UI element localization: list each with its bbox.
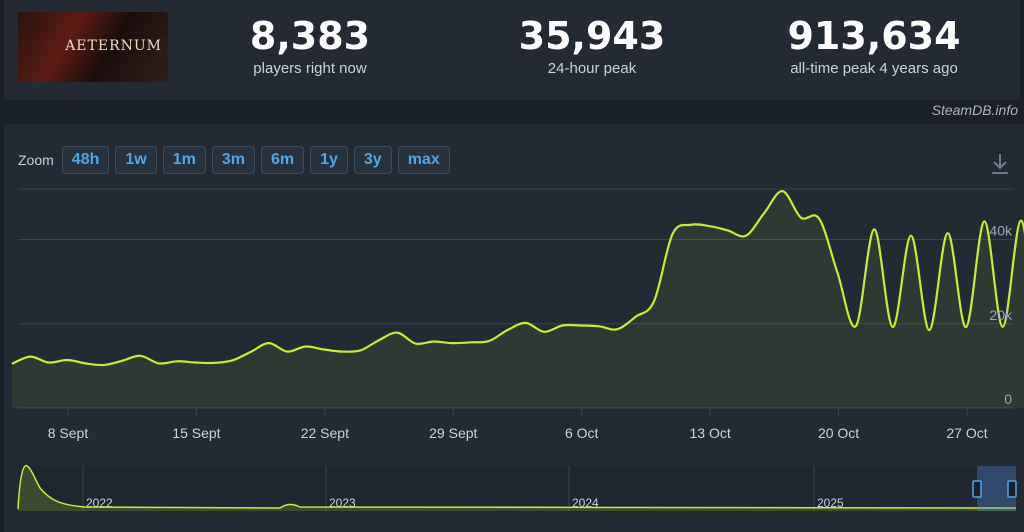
zoom-bar: Zoom 48h 1w 1m 3m 6m 1y 3y max (18, 144, 450, 176)
main-chart-area (12, 191, 1024, 408)
stats-panel: AETERNUM 8,383 players right now 35,943 … (4, 0, 1020, 100)
download-icon[interactable] (990, 152, 1010, 176)
stat-label: all-time peak 4 years ago (790, 60, 958, 77)
x-tick-label: 29 Sept (429, 425, 477, 441)
zoom-6m-button[interactable]: 6m (260, 146, 305, 174)
stat-value: 8,383 (249, 14, 371, 58)
x-axis-labels: 8 Sept 15 Sept 22 Sept 29 Sept 6 Oct 13 Oct 20… (48, 425, 988, 441)
zoom-3m-button[interactable]: 3m (211, 146, 255, 174)
stat-24h-peak: 35,943 24-hour peak (462, 14, 722, 77)
zoom-1w-button[interactable]: 1w (115, 146, 157, 174)
chart-panel: Zoom 48h 1w 1m 3m 6m 1y 3y max (4, 124, 1024, 532)
x-tick-label: 27 Oct (946, 425, 987, 441)
y-tick-label: 20k (989, 307, 1013, 323)
stat-all-time-peak: 913,634 all-time peak 4 years ago (744, 14, 1004, 77)
y-tick-label: 40k (989, 223, 1013, 239)
stat-label: 24-hour peak (547, 60, 637, 77)
navigator-background (18, 466, 1016, 511)
zoom-3y-button[interactable]: 3y (353, 146, 392, 174)
navigator-year-label: 2024 (572, 496, 599, 510)
stat-value: 913,634 (787, 14, 961, 58)
navigator-handle[interactable] (972, 480, 982, 498)
main-chart-grid (18, 188, 1014, 416)
navigator-handle[interactable] (1007, 480, 1017, 498)
stat-current-players: 8,383 players right now (180, 14, 440, 77)
x-tick-label: 15 Sept (172, 425, 220, 441)
x-tick-label: 22 Sept (301, 425, 349, 441)
x-tick-label: 13 Oct (690, 425, 731, 441)
steamdb-credit[interactable]: SteamDB.info (931, 102, 1018, 118)
x-tick-label: 8 Sept (48, 425, 89, 441)
game-logo-text: AETERNUM (65, 38, 162, 54)
y-tick-label: 0 (1004, 391, 1012, 407)
stat-value: 35,943 (518, 14, 666, 58)
x-tick-label: 6 Oct (565, 425, 599, 441)
series-line-players[interactable] (11, 190, 1024, 385)
zoom-1y-button[interactable]: 1y (310, 146, 348, 174)
navigator-line (17, 465, 1017, 510)
zoom-48h-button[interactable]: 48h (61, 146, 110, 174)
zoom-max-button[interactable]: max (397, 146, 450, 174)
stat-label: players right now (253, 60, 367, 77)
y-axis-labels: 0 20k 40k (989, 223, 1013, 407)
navigator-year-label: 2025 (817, 496, 844, 510)
navigator[interactable]: 2022 2023 2024 2025 (17, 465, 1017, 511)
x-tick-label: 20 Oct (818, 425, 859, 441)
zoom-label: Zoom (18, 152, 54, 168)
game-logo[interactable]: AETERNUM (18, 12, 168, 82)
zoom-1m-button[interactable]: 1m (162, 146, 206, 174)
